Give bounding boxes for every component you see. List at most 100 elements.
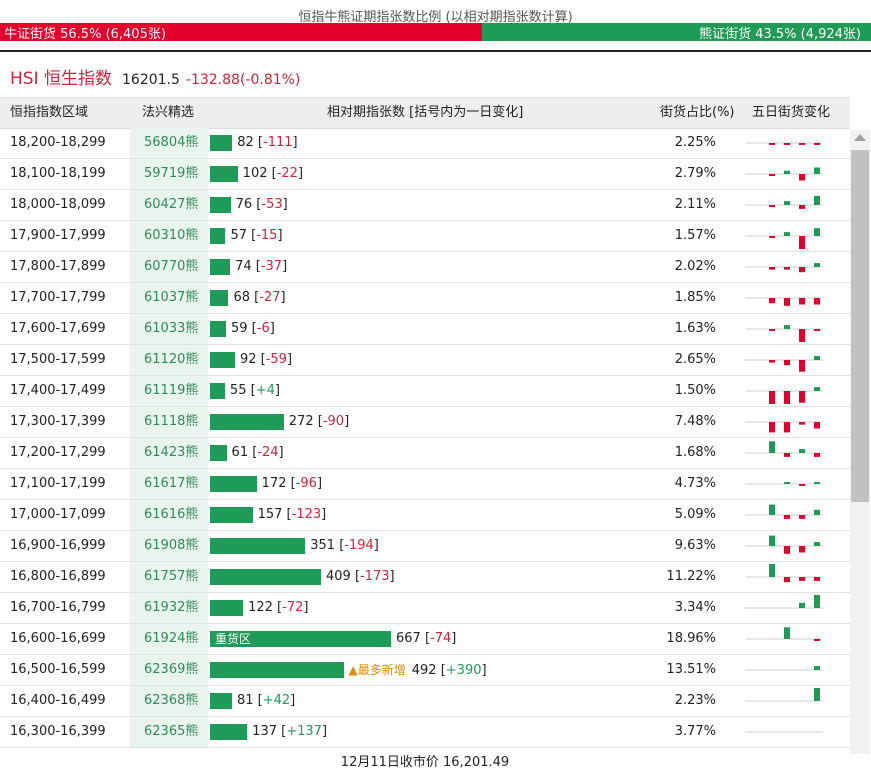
warrant-code-link[interactable]: 61616熊 — [130, 500, 208, 530]
table-row: 16,700-16,799 61932熊 122 [-72] 3.34% — [0, 593, 850, 624]
table-row: 16,800-16,899 61757熊 409 [-173] 11.22% — [0, 562, 850, 593]
divider — [0, 50, 871, 52]
five-day-sparkline — [745, 421, 823, 433]
contracts-cell: 55 [+4] — [210, 376, 650, 406]
table-header: 恒指指数区域 法兴精选 相对期指张数 [括号内为一日变化] 街货占比(%) 五日… — [0, 97, 850, 129]
contracts-text: 68 [-27] — [233, 290, 286, 305]
five-day-sparkline — [745, 666, 823, 671]
sparkline-bar — [784, 201, 790, 205]
index-change: -132.88(-0.81%) — [185, 72, 301, 88]
table-row: 17,300-17,399 61118熊 272 [-90] 7.48% — [0, 407, 850, 438]
contracts-bar — [210, 693, 232, 709]
sparkline-bar — [814, 263, 820, 267]
five-day-sparkline — [745, 195, 823, 209]
warrant-code-link[interactable]: 62365熊 — [130, 717, 208, 747]
contracts-text: ▲最多新增 492 [+390] — [348, 663, 487, 678]
warrant-code-link[interactable]: 61423熊 — [130, 438, 208, 468]
contracts-cell: 59 [-6] — [210, 314, 650, 344]
sparkline-bar — [769, 564, 775, 577]
warrant-code-link[interactable]: 61924熊 — [130, 624, 208, 654]
scroll-thumb[interactable] — [851, 150, 869, 502]
contracts-text: 409 [-173] — [325, 569, 395, 584]
table-row: 17,200-17,299 61423熊 61 [-24] 1.68% — [0, 438, 850, 469]
sparkline-bar — [784, 298, 790, 306]
contracts-value: 74 — [235, 259, 252, 274]
share-pct: 7.48% — [674, 414, 716, 429]
sparkline-bar — [814, 542, 820, 546]
sparkline-bar — [814, 666, 820, 670]
contracts-bar — [210, 445, 227, 461]
warrant-code-link[interactable]: 61118熊 — [130, 407, 208, 437]
warrant-code-link[interactable]: 61119熊 — [130, 376, 208, 406]
sparkline-bar — [784, 627, 790, 639]
warrant-code-link[interactable]: 61120熊 — [130, 345, 208, 375]
contracts-bar — [210, 321, 226, 337]
warrant-code-link[interactable]: 60770熊 — [130, 252, 208, 282]
contracts-value: 61 — [231, 445, 249, 460]
sparkline-bar — [814, 688, 820, 701]
contracts-text: 92 [-59] — [239, 352, 293, 367]
warrant-code-link[interactable]: 56804熊 — [130, 128, 208, 158]
contracts-bar — [210, 414, 284, 430]
sparkline-bar — [784, 143, 790, 145]
bull-bear-ratio-bar: 牛证街货 56.5% (6,405张) 熊证街货 43.5% (4,924张) — [0, 23, 871, 42]
daily-change: +390 — [445, 663, 482, 678]
contracts-bar — [210, 259, 231, 275]
daily-change: -90 — [322, 414, 345, 429]
sparkline-bar — [769, 236, 775, 238]
warrant-code-link[interactable]: 61033熊 — [130, 314, 208, 344]
five-day-sparkline — [745, 228, 823, 249]
sparkline-bar — [799, 205, 805, 209]
contracts-value: 137 — [252, 724, 277, 739]
contracts-cell: 122 [-72] — [210, 593, 650, 623]
five-day-sparkline — [745, 627, 823, 641]
contracts-value: 157 — [257, 507, 283, 522]
share-pct: 5.09% — [674, 507, 716, 522]
sparkline-bar — [784, 267, 790, 270]
sparkline-bar — [814, 167, 820, 174]
sparkline-bar — [769, 205, 775, 207]
sparkline-bar — [769, 441, 775, 453]
five-day-sparkline — [745, 564, 823, 583]
sparkline-bar — [799, 391, 805, 403]
range-cell: 16,900-16,999 — [10, 538, 106, 553]
sparkline-bar — [784, 232, 790, 236]
index-summary: HSI 恒生指数 16201.5 -132.88(-0.81%) — [10, 64, 300, 89]
contracts-cell: 82 [-111] — [210, 128, 650, 158]
warrant-code-link[interactable]: 61908熊 — [130, 531, 208, 561]
contracts-value: 76 — [235, 197, 253, 212]
scroll-up-icon[interactable] — [854, 134, 866, 141]
contracts-cell: 272 [-90] — [210, 407, 650, 437]
warrant-code-link[interactable]: 61757熊 — [130, 562, 208, 592]
contracts-cell: 57 [-15] — [210, 221, 650, 251]
five-day-sparkline — [745, 263, 823, 273]
warrant-code-link[interactable]: 60427熊 — [130, 190, 208, 220]
contracts-value: 409 — [325, 569, 351, 584]
scrollbar[interactable] — [850, 130, 870, 754]
contracts-bar — [210, 600, 244, 616]
contracts-cell: 61 [-24] — [210, 438, 650, 468]
share-pct: 11.22% — [666, 569, 716, 584]
sparkline-bar — [784, 453, 790, 457]
share-pct: 2.25% — [674, 135, 716, 150]
warrant-code-link[interactable]: 61617熊 — [130, 469, 208, 499]
sparkline-bar — [814, 143, 820, 145]
contracts-bar — [210, 724, 248, 740]
contracts-bar — [210, 569, 321, 585]
contracts-cell: 102 [-22] — [210, 159, 650, 189]
warrant-code-link[interactable]: 62369熊 — [130, 655, 208, 685]
sparkline-bar — [799, 422, 805, 425]
warrant-code-link[interactable]: 62368熊 — [130, 686, 208, 716]
range-cell: 16,500-16,599 — [10, 662, 106, 677]
warrant-code-link[interactable]: 60310熊 — [130, 221, 208, 251]
table-row: 18,100-18,199 59719熊 102 [-22] 2.79% — [0, 159, 850, 190]
share-pct: 2.79% — [674, 166, 716, 181]
sparkline-bar — [814, 356, 820, 360]
warrant-code-link[interactable]: 61932熊 — [130, 593, 208, 623]
contracts-text: 122 [-72] — [248, 600, 309, 615]
warrant-code-link[interactable]: 59719熊 — [130, 159, 208, 189]
warrant-code-link[interactable]: 61037熊 — [130, 283, 208, 313]
share-pct: 1.68% — [674, 445, 716, 460]
five-day-sparkline — [745, 482, 823, 486]
daily-change: -123 — [291, 507, 322, 522]
